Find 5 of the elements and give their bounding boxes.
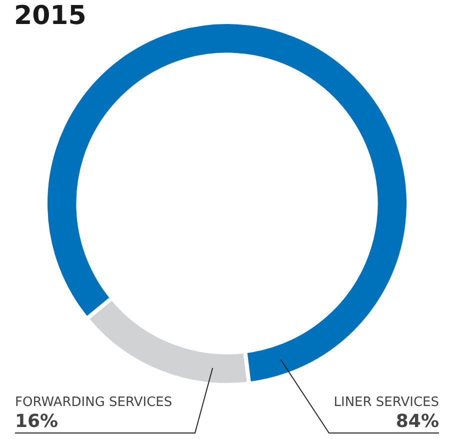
data-label: 84%: [396, 411, 439, 432]
chart-title: 2015: [14, 0, 86, 31]
slice-label: LINER SERVICES: [334, 395, 439, 410]
data-label: 16%: [15, 411, 58, 432]
slice-label: FORWARDING SERVICES: [15, 395, 172, 410]
